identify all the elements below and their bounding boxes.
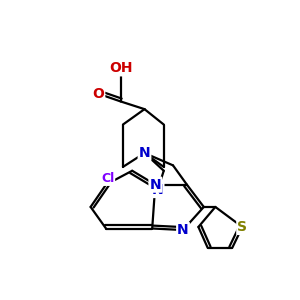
Text: N: N [139,146,150,160]
Text: OH: OH [109,61,132,75]
Text: S: S [237,220,247,234]
Text: N: N [152,183,164,197]
Text: N: N [177,223,189,237]
Text: O: O [92,87,104,101]
Text: N: N [149,178,161,192]
Text: Cl: Cl [101,172,114,185]
